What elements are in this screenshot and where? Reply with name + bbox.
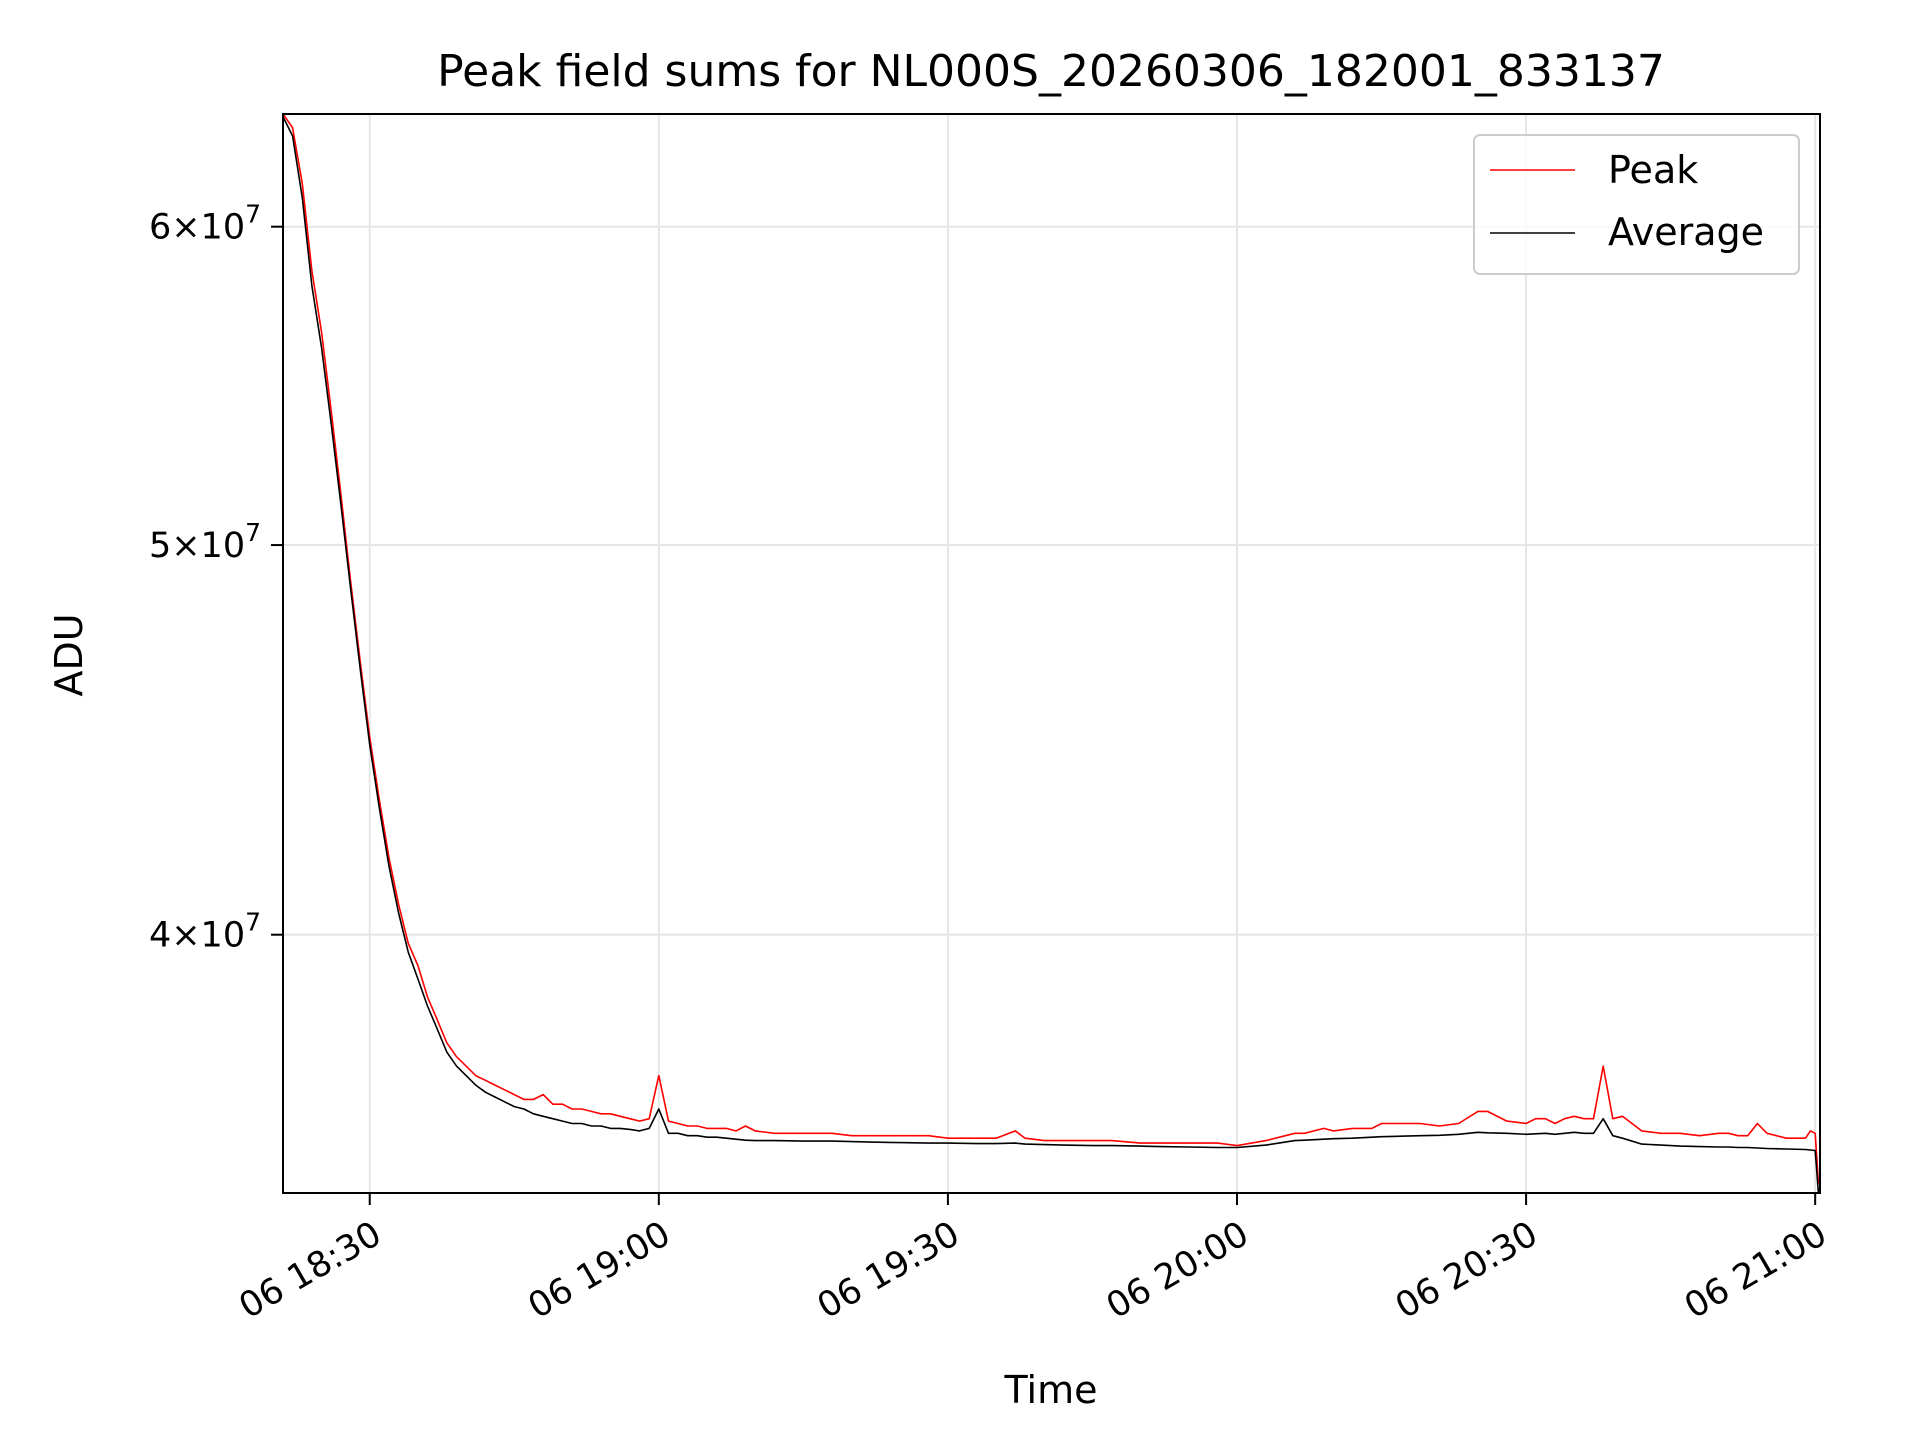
- y-tick-label: 5×107: [149, 518, 261, 566]
- y-axis: 6×107 5×107 4×107: [149, 200, 283, 956]
- x-axis: 06 18:30 06 19:00 06 19:30 06 20:00 06 20:30…: [233, 1193, 1834, 1327]
- series-layer: [283, 114, 1820, 1193]
- plot-background: [283, 114, 1820, 1193]
- x-axis-label: Time: [1004, 1368, 1098, 1412]
- y-axis-label: ADU: [47, 613, 91, 696]
- series-line-peak: [283, 114, 1820, 1184]
- x-tick-label: 06 18:30: [233, 1214, 389, 1327]
- x-tick-label: 06 20:30: [1389, 1214, 1545, 1327]
- series-line-average: [283, 116, 1820, 1193]
- plot-frame: [282, 113, 1821, 1194]
- legend-average-label: Average: [1608, 210, 1764, 254]
- legend: Peak Average: [1473, 134, 1800, 275]
- legend-peak-label: Peak: [1608, 148, 1698, 192]
- x-tick-label: 06 19:00: [522, 1214, 678, 1327]
- grid-lines: [283, 114, 1820, 1193]
- x-tick-label: 06 19:30: [811, 1214, 967, 1327]
- y-tick-label: 4×107: [149, 908, 261, 956]
- chart-title: Peak field sums for NL000S_20260306_1820…: [437, 46, 1665, 97]
- x-tick-label: 06 20:00: [1100, 1214, 1256, 1327]
- x-tick-label: 06 21:00: [1678, 1214, 1834, 1327]
- y-tick-label: 6×107: [149, 200, 261, 248]
